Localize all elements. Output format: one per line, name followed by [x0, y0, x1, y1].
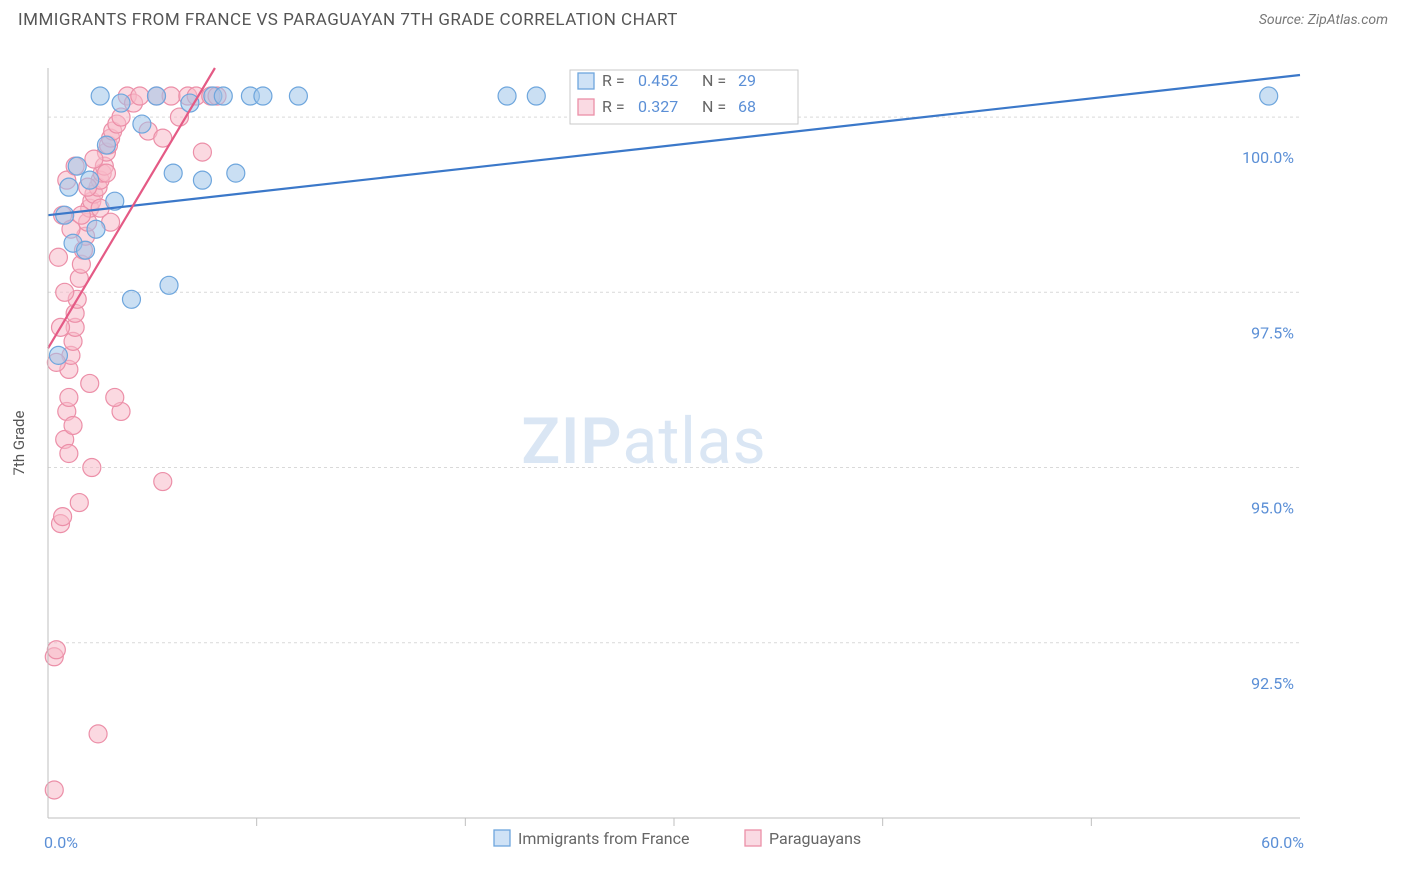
data-point — [133, 115, 151, 133]
data-point — [97, 164, 115, 182]
data-point — [70, 494, 88, 512]
data-point — [56, 283, 74, 301]
legend-r-value: 0.327 — [638, 97, 678, 116]
legend-n-label: N = — [702, 71, 726, 90]
data-point — [89, 725, 107, 743]
data-point — [54, 508, 72, 526]
legend-swatch — [578, 99, 594, 115]
y-tick-label: 100.0% — [1242, 148, 1294, 167]
legend-r-label: R = — [602, 71, 625, 90]
chart-title: IMMIGRANTS FROM FRANCE VS PARAGUAYAN 7TH… — [18, 10, 678, 30]
data-point — [193, 143, 211, 161]
data-point — [154, 473, 172, 491]
data-point — [214, 87, 232, 105]
watermark: ZIPatlas — [521, 404, 766, 479]
data-point — [254, 87, 272, 105]
scatter-chart: 92.5% 95.0% 97.5% 100.0% ZIPatlas 0.0% 60.0% 7t… — [0, 48, 1406, 892]
data-point — [81, 171, 99, 189]
y-tick-label: 97.5% — [1251, 323, 1294, 342]
data-point — [131, 87, 149, 105]
legend-r-value: 0.452 — [638, 71, 678, 90]
data-point — [112, 94, 130, 112]
data-point — [193, 171, 211, 189]
data-point — [289, 87, 307, 105]
data-point — [498, 87, 516, 105]
legend-n-label: N = — [702, 97, 726, 116]
data-point — [68, 157, 86, 175]
data-point — [97, 136, 115, 154]
chart-header: IMMIGRANTS FROM FRANCE VS PARAGUAYAN 7TH… — [0, 0, 1406, 36]
legend-series-label: Paraguayans — [769, 829, 861, 848]
data-point — [77, 241, 95, 259]
y-tick-label: 92.5% — [1251, 674, 1294, 693]
data-point — [227, 164, 245, 182]
legend-swatch — [745, 830, 761, 846]
data-point — [106, 388, 124, 406]
data-point — [47, 641, 65, 659]
x-min-label: 0.0% — [44, 833, 78, 852]
data-point — [91, 87, 109, 105]
legend-swatch — [578, 73, 594, 89]
data-point — [49, 346, 67, 364]
data-point — [81, 374, 99, 392]
legend-n-value: 29 — [738, 71, 756, 90]
legend-r-label: R = — [602, 97, 625, 116]
data-point — [85, 150, 103, 168]
data-point — [87, 220, 105, 238]
data-point — [1260, 87, 1278, 105]
data-point — [72, 206, 90, 224]
data-point — [527, 87, 545, 105]
data-point — [122, 290, 140, 308]
data-point — [60, 178, 78, 196]
legend-n-value: 68 — [738, 97, 756, 116]
data-point — [56, 206, 74, 224]
data-point — [83, 459, 101, 477]
legend-series-label: Immigrants from France — [518, 829, 690, 848]
chart-source: Source: ZipAtlas.com — [1259, 12, 1388, 28]
data-point — [60, 388, 78, 406]
data-point — [160, 276, 178, 294]
data-point — [148, 87, 166, 105]
data-point — [49, 248, 67, 266]
chart-area: 92.5% 95.0% 97.5% 100.0% ZIPatlas 0.0% 60.0% 7t… — [0, 48, 1406, 892]
y-axis-title: 7th Grade — [10, 411, 28, 476]
data-point — [164, 164, 182, 182]
legend-swatch — [494, 830, 510, 846]
data-point — [60, 445, 78, 463]
x-max-label: 60.0% — [1261, 833, 1304, 852]
y-tick-label: 95.0% — [1251, 499, 1294, 518]
data-point — [64, 416, 82, 434]
